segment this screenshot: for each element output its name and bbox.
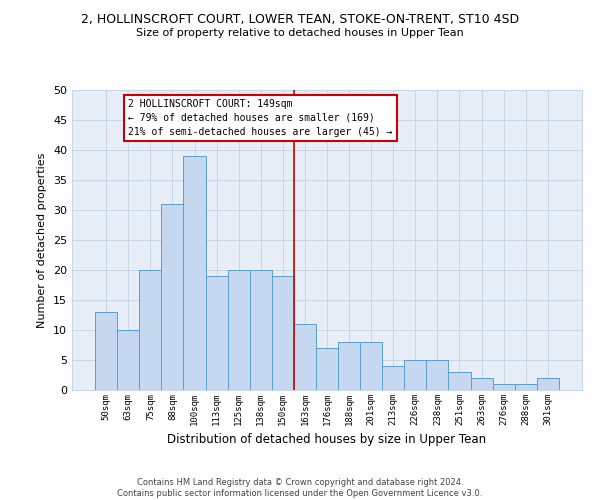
Text: Size of property relative to detached houses in Upper Tean: Size of property relative to detached ho… [136, 28, 464, 38]
Bar [382, 366, 404, 390]
Bar [493, 384, 515, 390]
Bar [206, 276, 227, 390]
Bar [294, 324, 316, 390]
Bar [515, 384, 537, 390]
Bar [95, 312, 117, 390]
Bar [184, 156, 206, 390]
Bar [470, 378, 493, 390]
Bar [338, 342, 360, 390]
Bar [117, 330, 139, 390]
Bar [161, 204, 184, 390]
Bar [404, 360, 427, 390]
Text: 2 HOLLINSCROFT COURT: 149sqm
← 79% of detached houses are smaller (169)
21% of s: 2 HOLLINSCROFT COURT: 149sqm ← 79% of de… [128, 99, 392, 137]
Bar [316, 348, 338, 390]
Bar [427, 360, 448, 390]
Bar [448, 372, 470, 390]
Bar [537, 378, 559, 390]
Bar [139, 270, 161, 390]
Text: 2, HOLLINSCROFT COURT, LOWER TEAN, STOKE-ON-TRENT, ST10 4SD: 2, HOLLINSCROFT COURT, LOWER TEAN, STOKE… [81, 12, 519, 26]
Y-axis label: Number of detached properties: Number of detached properties [37, 152, 47, 328]
Text: Contains HM Land Registry data © Crown copyright and database right 2024.
Contai: Contains HM Land Registry data © Crown c… [118, 478, 482, 498]
Bar [250, 270, 272, 390]
X-axis label: Distribution of detached houses by size in Upper Tean: Distribution of detached houses by size … [167, 434, 487, 446]
Bar [360, 342, 382, 390]
Bar [272, 276, 294, 390]
Bar [227, 270, 250, 390]
